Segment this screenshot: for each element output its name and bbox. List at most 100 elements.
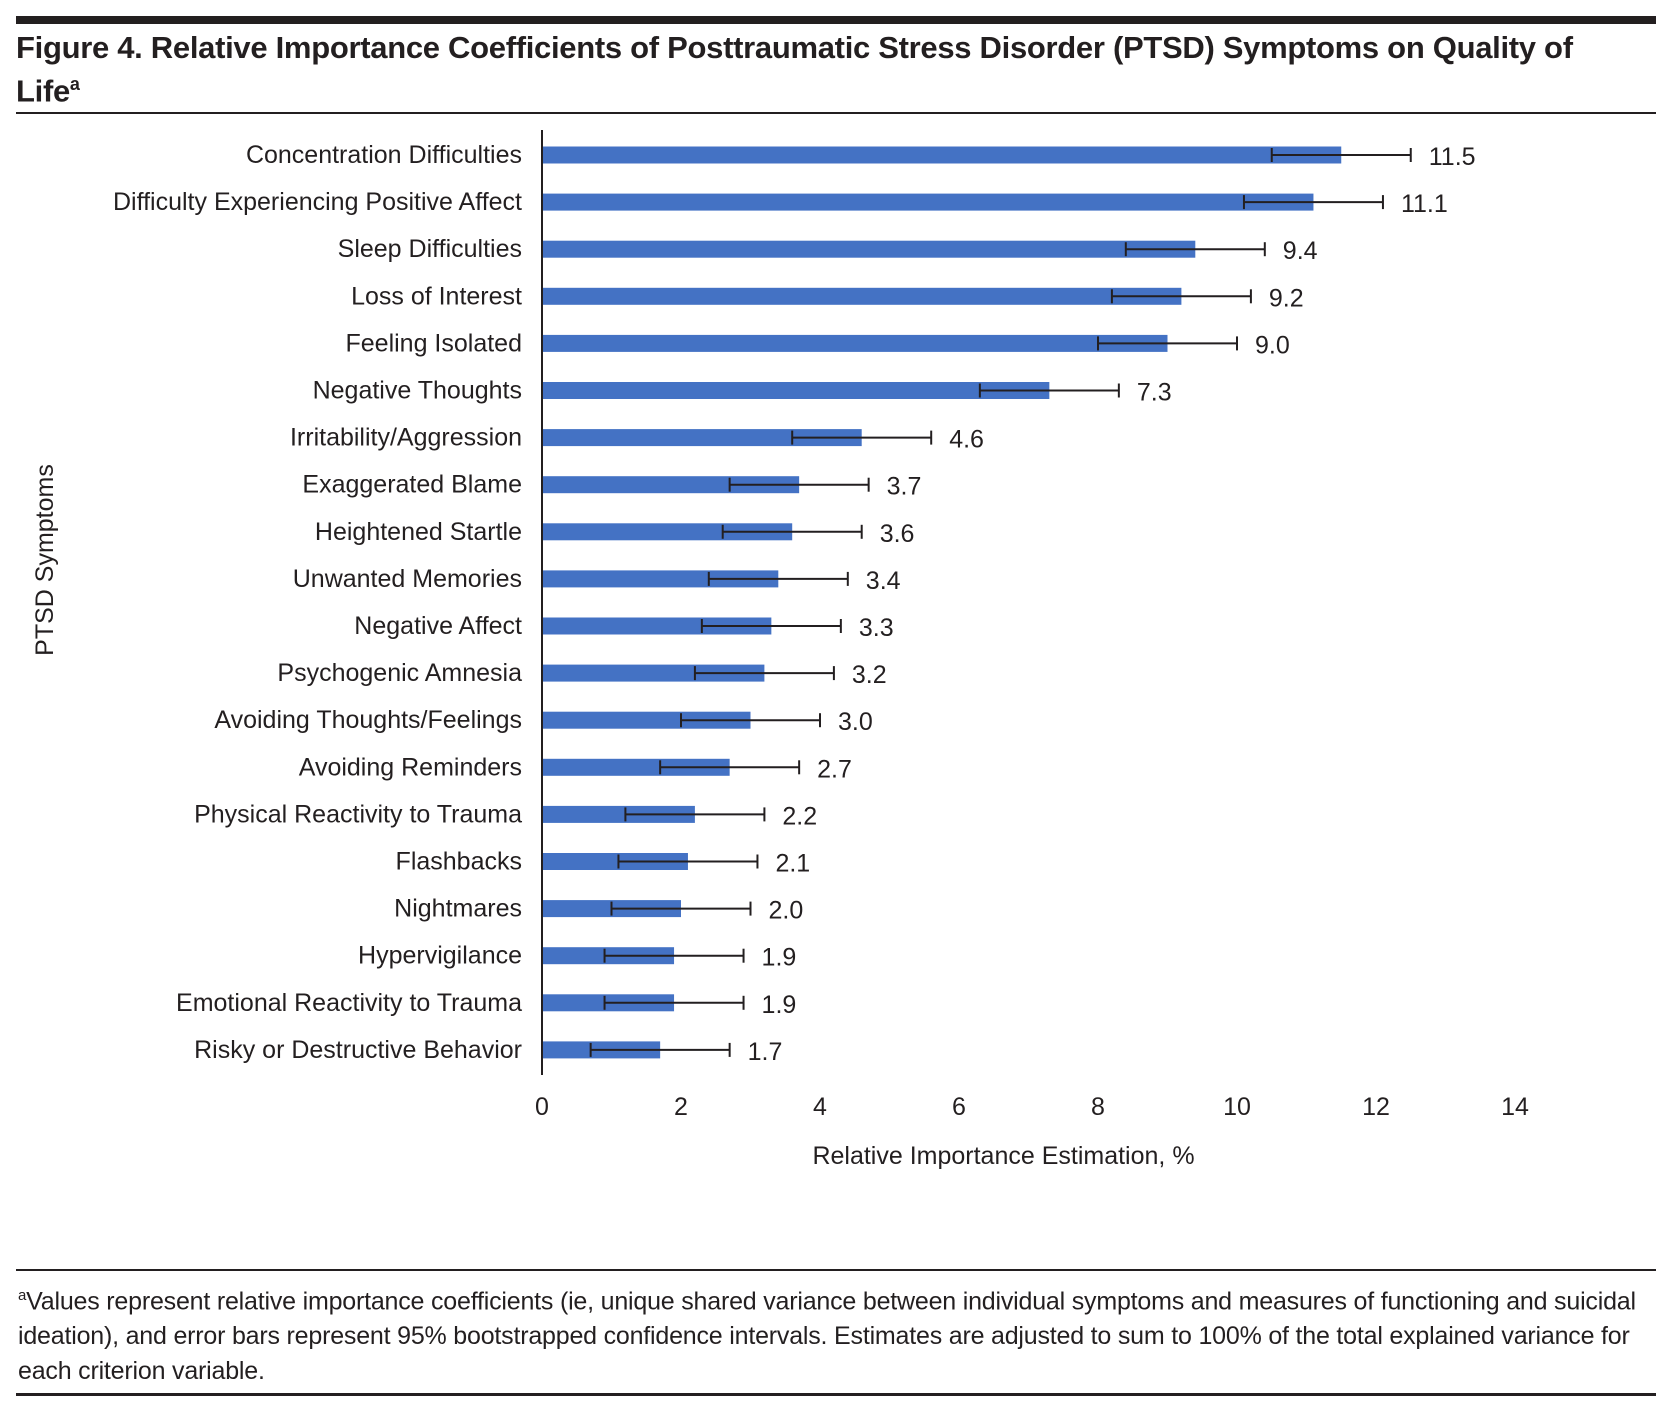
top-rule	[16, 16, 1656, 24]
value-label: 1.9	[762, 944, 797, 972]
category-label: Heightened Startle	[315, 518, 522, 546]
title-superscript: a	[69, 74, 80, 94]
footnote: aValues represent relative importance co…	[18, 1278, 1648, 1389]
error-bar	[1270, 148, 1412, 162]
bar	[542, 711, 751, 729]
value-label: 9.0	[1255, 331, 1290, 359]
bar	[542, 664, 765, 682]
category-label: Unwanted Memories	[293, 565, 522, 593]
value-label: 9.2	[1269, 284, 1304, 312]
bar-chart: Concentration Difficulties Difficulty Exp…	[31, 130, 1529, 1170]
error-bar	[603, 948, 745, 963]
value-labels-layer: 11.5 11.1 9.4 9.2 9.0 7.3 4.6 3.7 3.6 3.4 3.3 3.2 3.…	[748, 143, 1476, 1066]
error-bar	[589, 1042, 731, 1057]
x-tick-label: 14	[1501, 1093, 1529, 1121]
bar	[542, 193, 1314, 211]
error-bar	[659, 760, 801, 775]
figure-title-text: Figure 4. Relative Importance Coefficien…	[16, 30, 1573, 109]
error-bar	[1242, 195, 1384, 210]
category-label: Risky or Destructive Behavior	[194, 1036, 522, 1064]
x-tick-label: 4	[813, 1093, 827, 1121]
value-label: 3.4	[866, 567, 901, 595]
bar	[542, 758, 730, 776]
category-label: Physical Reactivity to Trauma	[194, 800, 522, 828]
error-bar	[693, 666, 835, 681]
value-label: 3.7	[887, 473, 922, 501]
category-labels-layer: Concentration Difficulties Difficulty Exp…	[113, 141, 522, 1064]
value-label: 3.0	[838, 708, 873, 736]
value-label: 2.1	[775, 850, 810, 878]
category-label: Negative Affect	[354, 612, 522, 640]
bar	[542, 617, 772, 635]
category-label: Psychogenic Amnesia	[277, 659, 522, 687]
category-label: Difficulty Experiencing Positive Affect	[113, 188, 522, 216]
category-label: Emotional Reactivity to Trauma	[176, 989, 522, 1017]
bar	[542, 146, 1342, 164]
value-label: 3.2	[852, 661, 887, 689]
bars-layer	[542, 146, 1342, 1059]
category-label: Loss of Interest	[351, 282, 522, 310]
bar	[542, 570, 779, 588]
bottom-rule	[16, 1393, 1656, 1396]
x-tick-label: 6	[952, 1093, 966, 1121]
error-bar	[728, 477, 870, 492]
value-label: 1.9	[762, 991, 797, 1019]
bar	[542, 476, 800, 494]
error-bar	[1124, 242, 1266, 257]
category-label: Avoiding Thoughts/Feelings	[214, 706, 522, 734]
x-tick-label: 8	[1091, 1093, 1105, 1121]
error-bar	[1110, 289, 1252, 304]
x-tick-label: 10	[1223, 1093, 1251, 1121]
value-label: 3.3	[859, 614, 894, 642]
category-label: Concentration Difficulties	[246, 141, 522, 169]
y-axis-label: PTSD Symptoms	[31, 464, 59, 656]
value-label: 2.2	[782, 802, 817, 830]
figure-title: Figure 4. Relative Importance Coefficien…	[16, 30, 1636, 109]
x-tick-labels-layer: 0 2 4 6 8 10 12 14	[535, 1093, 1529, 1121]
error-bar	[680, 713, 821, 728]
category-label: Flashbacks	[396, 848, 522, 876]
error-bar	[700, 619, 842, 633]
x-tick-label: 12	[1362, 1093, 1390, 1121]
bar	[542, 523, 793, 541]
category-label: Nightmares	[394, 895, 522, 923]
bar	[542, 429, 862, 447]
category-label: Exaggerated Blame	[302, 471, 522, 499]
bar	[542, 334, 1168, 352]
bar	[542, 287, 1182, 305]
category-label: Hypervigilance	[358, 942, 522, 970]
error-bar	[1097, 336, 1238, 351]
x-axis-label: Relative Importance Estimation, %	[812, 1142, 1194, 1170]
value-label: 1.7	[748, 1038, 783, 1066]
error-bar	[603, 995, 745, 1010]
title-rule	[16, 112, 1656, 114]
bar	[542, 240, 1196, 258]
error-bar	[721, 524, 863, 539]
value-label: 11.5	[1429, 143, 1476, 171]
error-bar	[610, 901, 752, 916]
category-label: Avoiding Reminders	[299, 753, 522, 781]
x-tick-label: 0	[535, 1093, 549, 1121]
category-label: Irritability/Aggression	[290, 424, 522, 452]
value-label: 11.1	[1401, 190, 1448, 218]
error-bar	[624, 807, 766, 822]
category-label: Negative Thoughts	[313, 377, 522, 405]
value-label: 7.3	[1137, 379, 1172, 407]
footnote-rule	[16, 1269, 1656, 1271]
value-label: 2.0	[769, 897, 804, 925]
footnote-text: Values represent relative importance coe…	[18, 1287, 1636, 1386]
x-tick-label: 2	[674, 1093, 688, 1121]
value-label: 2.7	[817, 755, 852, 783]
bar	[542, 853, 688, 870]
error-bars-layer	[589, 148, 1412, 1057]
value-label: 3.6	[880, 520, 915, 548]
error-bar	[791, 430, 933, 445]
value-label: 4.6	[949, 426, 984, 454]
footnote-marker: a	[18, 1287, 27, 1304]
error-bar	[978, 383, 1120, 398]
error-bar	[707, 571, 849, 586]
bar	[542, 805, 695, 823]
bar	[542, 382, 1050, 399]
error-bar	[617, 854, 759, 869]
category-label: Sleep Difficulties	[338, 235, 522, 263]
